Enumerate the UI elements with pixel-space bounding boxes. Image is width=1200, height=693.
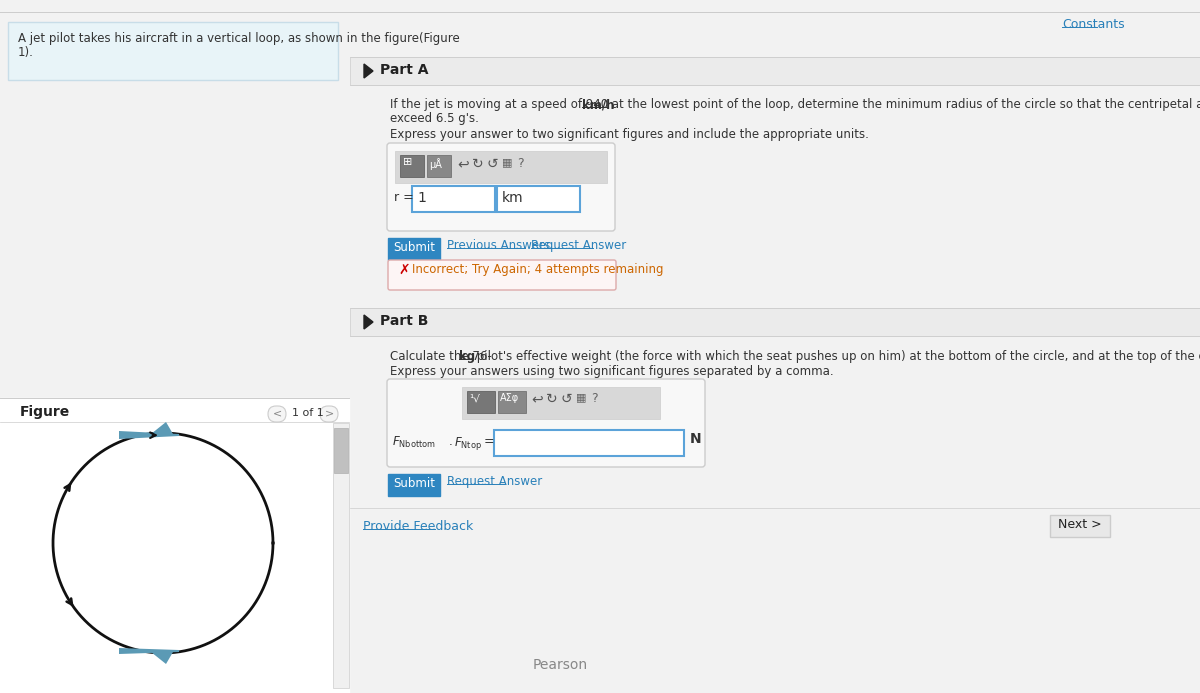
Text: 1: 1 (418, 191, 426, 205)
FancyBboxPatch shape (386, 143, 616, 231)
Polygon shape (364, 64, 373, 78)
Bar (427, 155, 451, 177)
Bar (467, 391, 496, 413)
Polygon shape (119, 648, 179, 654)
Text: kg: kg (458, 350, 475, 363)
FancyBboxPatch shape (388, 260, 616, 290)
Text: Figure: Figure (20, 405, 71, 419)
Text: 1 of 1: 1 of 1 (292, 408, 324, 418)
Bar (462, 387, 660, 419)
Text: exceed 6.5 g's.: exceed 6.5 g's. (390, 112, 479, 125)
Text: ⊞: ⊞ (403, 157, 413, 167)
Bar (334, 423, 349, 688)
Text: pilot's effective weight (the force with which the seat pushes up on him) at the: pilot's effective weight (the force with… (473, 350, 1200, 363)
Bar (334, 428, 348, 473)
Bar (497, 186, 580, 212)
Text: $.$: $.$ (448, 435, 452, 448)
Text: Express your answers using two significant figures separated by a comma.: Express your answers using two significa… (390, 365, 834, 378)
FancyBboxPatch shape (386, 379, 706, 467)
Bar (350, 0, 1200, 693)
FancyBboxPatch shape (320, 406, 338, 422)
Text: ?: ? (592, 392, 598, 405)
Bar (388, 238, 440, 260)
Text: Submit: Submit (394, 241, 436, 254)
Text: ΑΣφ: ΑΣφ (500, 393, 520, 403)
Bar (350, 308, 1200, 336)
Text: ▦: ▦ (576, 392, 587, 402)
Text: $F_{\mathrm{Ntop}}$: $F_{\mathrm{Ntop}}$ (454, 435, 482, 452)
Text: Constants: Constants (1062, 18, 1124, 31)
Bar (388, 474, 440, 496)
Text: Submit: Submit (394, 477, 436, 490)
Text: Part A: Part A (380, 63, 428, 77)
Text: ▦: ▦ (502, 157, 512, 167)
Bar (0, 0, 349, 693)
Text: If the jet is moving at a speed of 940: If the jet is moving at a speed of 940 (390, 98, 612, 111)
Text: ↺: ↺ (487, 157, 499, 171)
Text: ✗: ✗ (398, 263, 409, 277)
Text: ↻: ↻ (472, 157, 484, 171)
Bar (395, 151, 607, 183)
Text: Next >: Next > (1058, 518, 1102, 531)
Text: Calculate the 76-: Calculate the 76- (390, 350, 492, 363)
Text: Request Answer: Request Answer (530, 239, 626, 252)
Text: ?: ? (517, 157, 523, 170)
Polygon shape (151, 422, 173, 434)
Bar (494, 430, 684, 456)
Bar (350, 57, 1200, 85)
Text: ↺: ↺ (562, 392, 572, 406)
Text: $F_{\mathrm{Nbottom}}$: $F_{\mathrm{Nbottom}}$ (392, 435, 436, 450)
Bar (8, 22, 338, 80)
FancyBboxPatch shape (268, 406, 286, 422)
Bar (0, 398, 349, 693)
Text: Previous Answers: Previous Answers (446, 239, 551, 252)
Bar (400, 155, 424, 177)
Text: Provide Feedback: Provide Feedback (364, 520, 473, 533)
Text: 1).: 1). (18, 46, 34, 59)
Bar (498, 391, 526, 413)
Text: ¹√: ¹√ (469, 393, 480, 403)
Text: >: > (324, 408, 334, 418)
Text: Express your answer to two significant figures and include the appropriate units: Express your answer to two significant f… (390, 128, 869, 141)
Polygon shape (119, 431, 179, 439)
Text: ↻: ↻ (546, 392, 558, 406)
Polygon shape (364, 315, 373, 329)
Text: Request Answer: Request Answer (446, 475, 542, 488)
Bar (412, 186, 496, 212)
Text: <: < (272, 408, 282, 418)
Text: km/h: km/h (582, 98, 614, 111)
Polygon shape (151, 652, 173, 664)
Text: Part B: Part B (380, 314, 428, 328)
Text: at the lowest point of the loop, determine the minimum radius of the circle so t: at the lowest point of the loop, determi… (608, 98, 1200, 111)
Text: μÅ: μÅ (430, 158, 442, 170)
Text: km: km (502, 191, 523, 205)
Text: Pearson: Pearson (533, 658, 588, 672)
Text: ↩: ↩ (530, 392, 542, 406)
Text: =: = (480, 435, 494, 448)
Text: N: N (690, 432, 702, 446)
Text: A jet pilot takes his aircraft in a vertical loop, as shown in the figure(Figure: A jet pilot takes his aircraft in a vert… (18, 32, 460, 45)
Text: r =: r = (394, 191, 414, 204)
Bar (1050, 515, 1110, 537)
Text: ↩: ↩ (457, 157, 469, 171)
Text: Incorrect; Try Again; 4 attempts remaining: Incorrect; Try Again; 4 attempts remaini… (412, 263, 664, 276)
